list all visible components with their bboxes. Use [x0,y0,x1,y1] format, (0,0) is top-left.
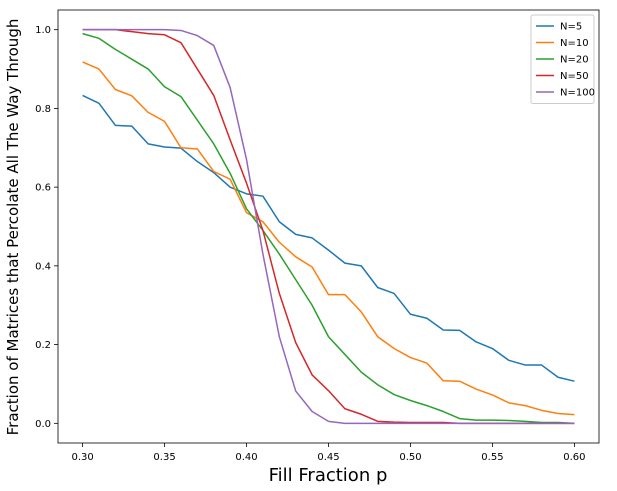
series-line-1 [82,61,575,416]
x-tick-label: 0.40 [235,452,257,463]
legend-label: N=100 [560,88,595,99]
series-line-4 [82,28,575,425]
x-axis-ticks: 0.30 0.35 0.40 0.45 0.50 0.55 0.60 [71,443,586,463]
x-tick-label: 0.55 [481,452,503,463]
x-tick-label: 0.30 [71,452,93,463]
legend: N=5 N=10 N=20 N=50 N=100 [530,14,595,104]
x-tick-label: 0.60 [563,452,585,463]
legend-label: N=10 [560,38,589,49]
y-tick-label: 0.8 [35,104,51,115]
y-tick-label: 0.0 [35,419,51,430]
series-line-0 [82,94,575,382]
y-axis-label: Fraction of Matrices that Percolate All … [4,19,22,436]
plot-area [58,10,599,443]
y-axis-ticks: 0.0 0.2 0.4 0.6 0.8 1.0 [35,25,58,430]
x-axis-label: Fill Fraction p [269,465,388,486]
series-line-2 [82,32,575,425]
y-tick-label: 0.6 [35,183,51,194]
x-tick-label: 0.35 [153,452,175,463]
legend-box [530,14,595,104]
y-tick-label: 0.2 [35,340,51,351]
legend-label: N=50 [560,71,589,82]
y-tick-label: 0.4 [35,261,51,272]
series-layer [82,28,575,425]
legend-label: N=5 [560,22,582,33]
legend-label: N=20 [560,55,589,66]
x-tick-label: 0.45 [317,452,339,463]
y-tick-label: 1.0 [35,25,51,36]
x-tick-label: 0.50 [399,452,421,463]
